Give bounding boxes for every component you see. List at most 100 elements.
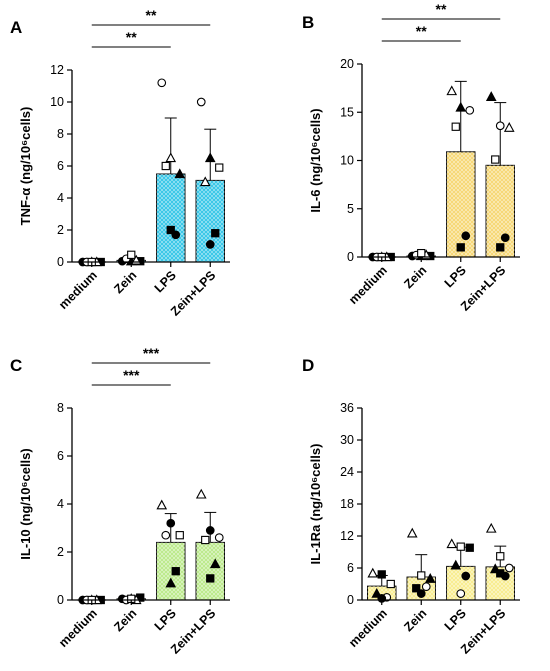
y-tick-label: 10 [50, 95, 64, 109]
y-axis-label: IL-10 (ng/10⁶cells) [18, 448, 33, 559]
x-tick-label: Zein [111, 268, 139, 296]
y-tick-label: 24 [340, 465, 354, 479]
y-tick-label: 18 [340, 497, 354, 511]
data-point-circle [421, 582, 431, 592]
data-point-square [377, 570, 386, 579]
data-point-circle [205, 526, 215, 535]
x-tick-label: medium [56, 606, 100, 650]
data-point-triangle [204, 152, 216, 163]
data-point-triangle [199, 176, 211, 187]
data-point-circle [495, 121, 505, 131]
data-point-square [175, 531, 184, 540]
data-point-triangle [209, 558, 221, 569]
data-point-square [166, 225, 175, 235]
data-point-circle [504, 563, 514, 573]
y-tick-label: 4 [57, 191, 64, 205]
data-point-triangle [446, 85, 458, 96]
panel-label: C [10, 356, 22, 375]
data-point-circle [166, 518, 176, 528]
significance-label: ** [416, 23, 427, 39]
data-point-square [451, 122, 460, 131]
significance-label: *** [143, 345, 160, 361]
data-point-square [211, 229, 220, 238]
y-tick-label: 30 [340, 433, 354, 447]
data-point-square [465, 543, 474, 552]
data-point-square [496, 243, 505, 252]
data-point-square [456, 542, 465, 551]
data-point-square [215, 163, 224, 172]
x-tick-label: medium [346, 606, 390, 650]
data-point-square [456, 243, 465, 252]
y-tick-label: 12 [340, 529, 354, 543]
y-tick-label: 6 [57, 159, 64, 173]
data-point-triangle [165, 577, 177, 588]
y-tick-label: 10 [340, 154, 354, 168]
y-axis-label: IL-1Ra (ng/10⁶cells) [308, 444, 323, 565]
data-point-triangle [165, 152, 177, 163]
data-point-triangle [424, 573, 436, 583]
y-tick-label: 12 [50, 63, 64, 77]
bar-hatch [486, 165, 515, 257]
x-tick-label: Zein [111, 606, 139, 634]
data-point-circle [465, 105, 475, 115]
data-point-triangle [406, 527, 418, 538]
data-point-triangle [450, 559, 462, 570]
data-point-square [417, 248, 426, 258]
y-tick-label: 36 [340, 401, 354, 415]
data-point-triangle [485, 522, 497, 533]
data-point-triangle [367, 567, 379, 578]
data-point-circle [456, 589, 466, 598]
y-tick-label: 0 [347, 250, 354, 264]
data-point-square [127, 250, 136, 259]
x-tick-label: Zein [401, 263, 429, 291]
x-tick-label: LPS [152, 268, 179, 295]
data-point-circle [214, 533, 224, 542]
data-point-square [412, 584, 421, 593]
y-tick-label: 0 [347, 593, 354, 607]
panel-label: A [10, 18, 22, 37]
data-point-circle [500, 233, 510, 243]
data-point-square [496, 569, 505, 578]
x-tick-label: medium [56, 268, 100, 312]
y-axis-label: TNF-α (ng/10⁶cells) [18, 107, 33, 226]
data-point-triangle [503, 122, 515, 132]
data-point-square [491, 155, 500, 164]
data-point-circle [157, 78, 167, 88]
y-tick-label: 20 [340, 57, 354, 71]
y-tick-label: 0 [57, 255, 64, 269]
data-point-square [496, 552, 505, 561]
x-tick-label: Zein [401, 606, 429, 634]
data-point-triangle [446, 538, 458, 549]
x-tick-label: LPS [442, 263, 469, 290]
data-point-square [161, 161, 170, 171]
bar-hatch [446, 151, 475, 257]
data-point-square [171, 567, 180, 576]
data-point-square [417, 571, 426, 580]
y-tick-label: 5 [347, 202, 354, 216]
data-point-circle [196, 97, 206, 107]
bar-hatch [156, 542, 185, 600]
panel-label: B [302, 13, 314, 32]
y-tick-label: 6 [57, 449, 64, 463]
significance-label: *** [123, 367, 140, 383]
y-tick-label: 6 [347, 561, 354, 575]
y-axis-label: IL-6 (ng/10⁶cells) [308, 108, 323, 212]
data-point-circle [461, 571, 471, 581]
significance-label: ** [436, 1, 447, 17]
data-point-triangle [156, 499, 168, 510]
data-point-circle [461, 231, 471, 241]
data-point-circle [205, 240, 215, 249]
data-point-square [201, 535, 210, 545]
x-tick-label: LPS [152, 606, 179, 633]
data-point-circle [416, 589, 426, 598]
y-tick-label: 8 [57, 401, 64, 415]
y-tick-label: 15 [340, 105, 354, 119]
y-tick-label: 2 [57, 223, 64, 237]
data-point-triangle [455, 101, 467, 112]
bar-hatch [156, 174, 185, 262]
significance-label: ** [126, 29, 137, 45]
